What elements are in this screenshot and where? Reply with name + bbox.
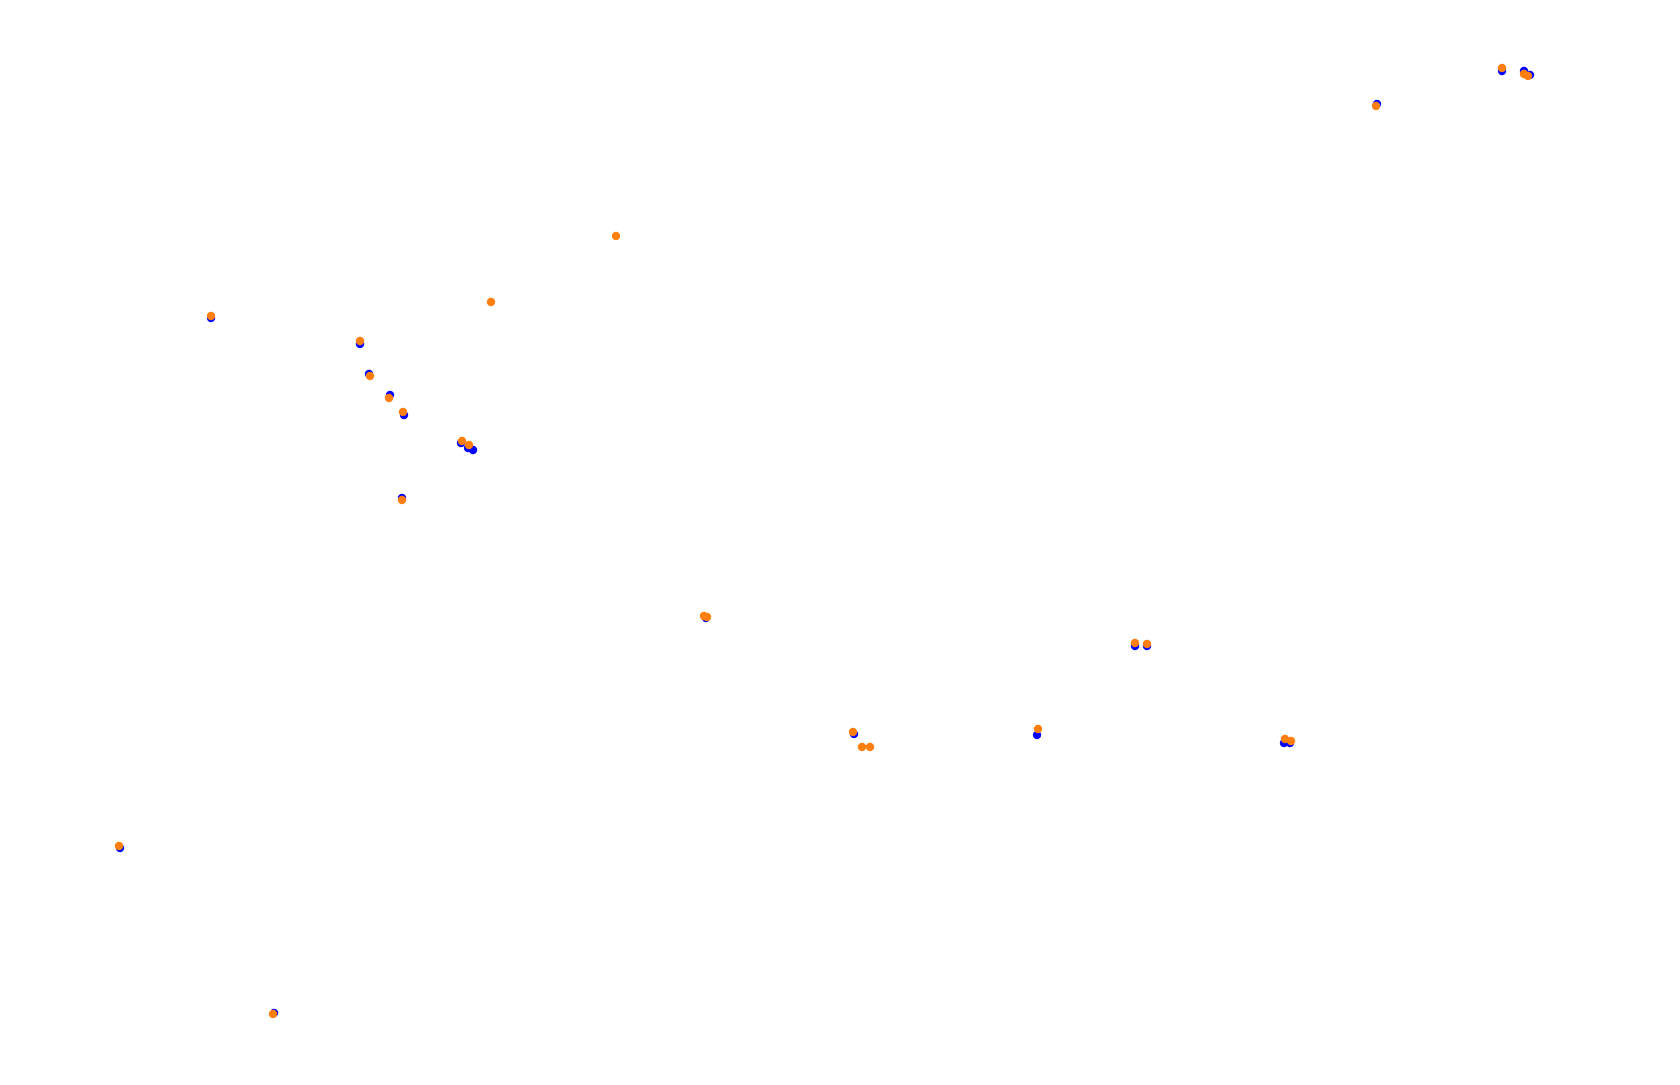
series-2-point-21 <box>1371 101 1381 111</box>
series-2 <box>114 63 1533 1019</box>
series-2-point-1 <box>206 311 216 321</box>
series-2-point-3 <box>365 371 375 381</box>
series-2-point-16 <box>1033 724 1043 734</box>
series-2-point-4 <box>384 393 394 403</box>
series-2-point-9 <box>486 297 496 307</box>
series-layer <box>114 63 1535 1019</box>
series-2-point-26 <box>268 1009 278 1019</box>
series-2-point-7 <box>464 440 474 450</box>
series-2-point-15 <box>865 742 875 752</box>
series-2-point-6 <box>457 436 467 446</box>
series-2-point-18 <box>1142 639 1152 649</box>
series-2-point-20 <box>1286 736 1296 746</box>
series-2-point-5 <box>398 407 408 417</box>
series-2-point-10 <box>611 231 621 241</box>
series-2-point-25 <box>114 841 124 851</box>
series-2-point-14 <box>857 742 867 752</box>
series-2-point-13 <box>848 727 858 737</box>
series-2-point-8 <box>397 495 407 505</box>
series-2-point-2 <box>355 336 365 346</box>
series-2-point-12 <box>702 612 712 622</box>
series-2-point-17 <box>1130 638 1140 648</box>
series-2-point-22 <box>1497 63 1507 73</box>
series-2-point-24 <box>1523 71 1533 81</box>
